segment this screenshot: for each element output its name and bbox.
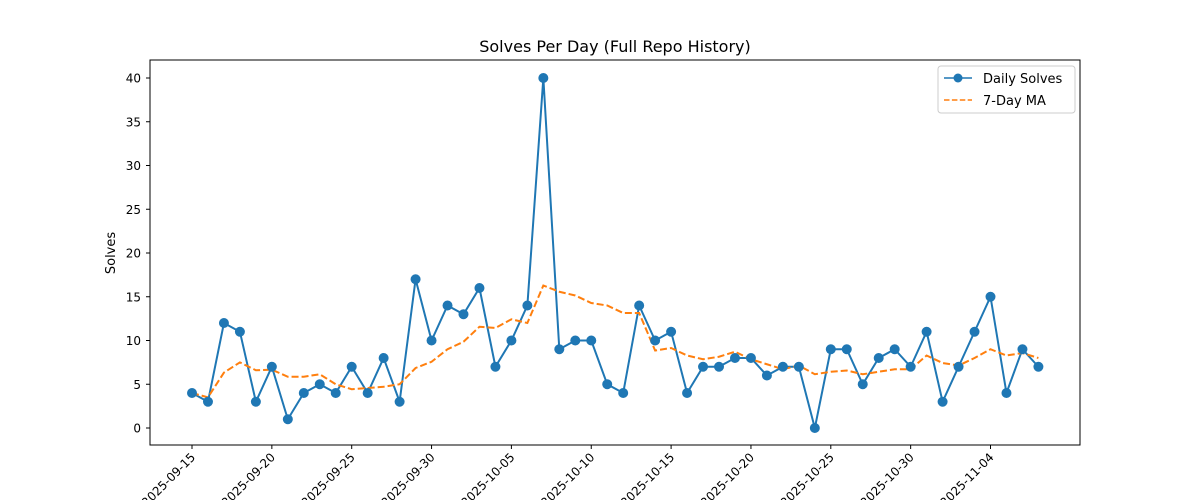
chart-title: Solves Per Day (Full Repo History) <box>479 37 751 56</box>
data-point-marker <box>714 361 725 372</box>
data-point-marker <box>442 300 453 311</box>
x-tick-label: 2025-10-20 <box>698 450 757 500</box>
y-tick-label: 30 <box>126 159 141 173</box>
data-point-marker <box>969 326 980 337</box>
data-point-marker <box>266 361 277 372</box>
data-point-marker <box>410 274 421 285</box>
x-tick-label: 2025-10-05 <box>458 450 517 500</box>
data-point-marker <box>1017 344 1028 355</box>
data-point-marker <box>777 361 788 372</box>
x-tick-label: 2025-09-30 <box>378 450 437 500</box>
data-point-marker <box>538 73 549 83</box>
data-point-marker <box>330 388 341 398</box>
data-point-marker <box>298 388 309 398</box>
data-point-marker <box>1033 361 1044 372</box>
data-point-marker <box>889 344 900 355</box>
data-point-marker <box>809 423 820 433</box>
data-point-marker <box>522 300 533 311</box>
x-tick-label: 2025-10-25 <box>778 450 837 500</box>
y-tick-label: 40 <box>126 72 141 86</box>
data-point-marker <box>602 379 613 390</box>
y-tick-label: 10 <box>126 334 141 348</box>
plot-frame <box>149 59 1081 446</box>
data-point-marker <box>841 344 852 355</box>
data-point-marker <box>506 335 517 346</box>
data-point-marker <box>474 283 485 293</box>
data-point-marker <box>729 353 740 363</box>
y-tick-label: 5 <box>133 378 141 392</box>
data-point-marker <box>250 396 261 407</box>
y-tick-label: 20 <box>126 247 141 261</box>
x-tick-label: 2025-11-04 <box>937 450 996 500</box>
data-point-marker <box>234 326 245 337</box>
data-point-marker <box>793 361 804 372</box>
data-point-marker <box>666 326 677 337</box>
data-point-marker <box>314 379 325 390</box>
ma-7day-line <box>191 284 1039 399</box>
y-tick-label: 25 <box>126 203 141 217</box>
daily-solves-line <box>191 77 1040 429</box>
x-axis: 2025-09-15 2025-09-20 2025-09-25 2025-09-30… <box>139 445 997 500</box>
y-tick-label: 0 <box>133 422 141 436</box>
data-point-marker <box>682 388 693 398</box>
data-point-marker <box>187 388 197 398</box>
data-point-marker <box>761 370 772 381</box>
data-point-marker <box>378 353 389 363</box>
x-tick-label: 2025-10-30 <box>858 450 917 500</box>
x-tick-label: 2025-10-10 <box>538 450 597 500</box>
data-point-marker <box>458 309 469 320</box>
data-point-marker <box>362 388 373 398</box>
data-point-marker <box>873 353 884 363</box>
data-point-marker <box>586 335 597 346</box>
data-point-marker <box>921 326 932 337</box>
legend-daily-marker-icon <box>953 73 963 83</box>
data-point-marker <box>905 361 916 372</box>
x-tick-label: 2025-09-15 <box>139 450 198 500</box>
data-point-marker <box>202 396 213 407</box>
data-point-marker <box>426 335 437 346</box>
x-tick-label: 2025-10-15 <box>618 450 677 500</box>
data-point-marker <box>570 335 581 346</box>
y-axis-label: Solves <box>104 232 119 275</box>
data-point-marker <box>937 396 948 407</box>
data-point-marker <box>490 361 501 372</box>
y-tick-label: 35 <box>126 115 141 129</box>
data-point-marker <box>650 335 661 346</box>
data-point-marker <box>394 396 405 407</box>
data-point-marker <box>698 361 709 372</box>
data-point-marker <box>554 344 565 355</box>
data-point-marker <box>634 300 645 311</box>
data-point-marker <box>825 344 836 355</box>
plot-area <box>187 73 1044 433</box>
legend-frame <box>937 65 1076 114</box>
data-point-marker <box>745 353 756 363</box>
y-tick-label: 15 <box>126 290 141 304</box>
data-point-marker <box>346 361 357 372</box>
data-point-marker <box>1001 388 1012 398</box>
y-axis: 0 5 10 15 20 25 30 35 40 <box>126 72 150 436</box>
data-point-marker <box>218 318 229 328</box>
data-point-marker <box>282 414 293 425</box>
legend-daily-label: Daily Solves <box>983 72 1063 87</box>
legend-ma-label: 7-Day MA <box>983 94 1046 109</box>
data-point-marker <box>953 361 964 372</box>
data-point-marker <box>618 388 629 398</box>
x-tick-label: 2025-09-25 <box>299 450 358 500</box>
data-point-marker <box>985 291 996 302</box>
data-point-marker <box>857 379 868 390</box>
legend: Daily Solves 7-Day MA <box>937 65 1076 114</box>
x-tick-label: 2025-09-20 <box>219 450 278 500</box>
